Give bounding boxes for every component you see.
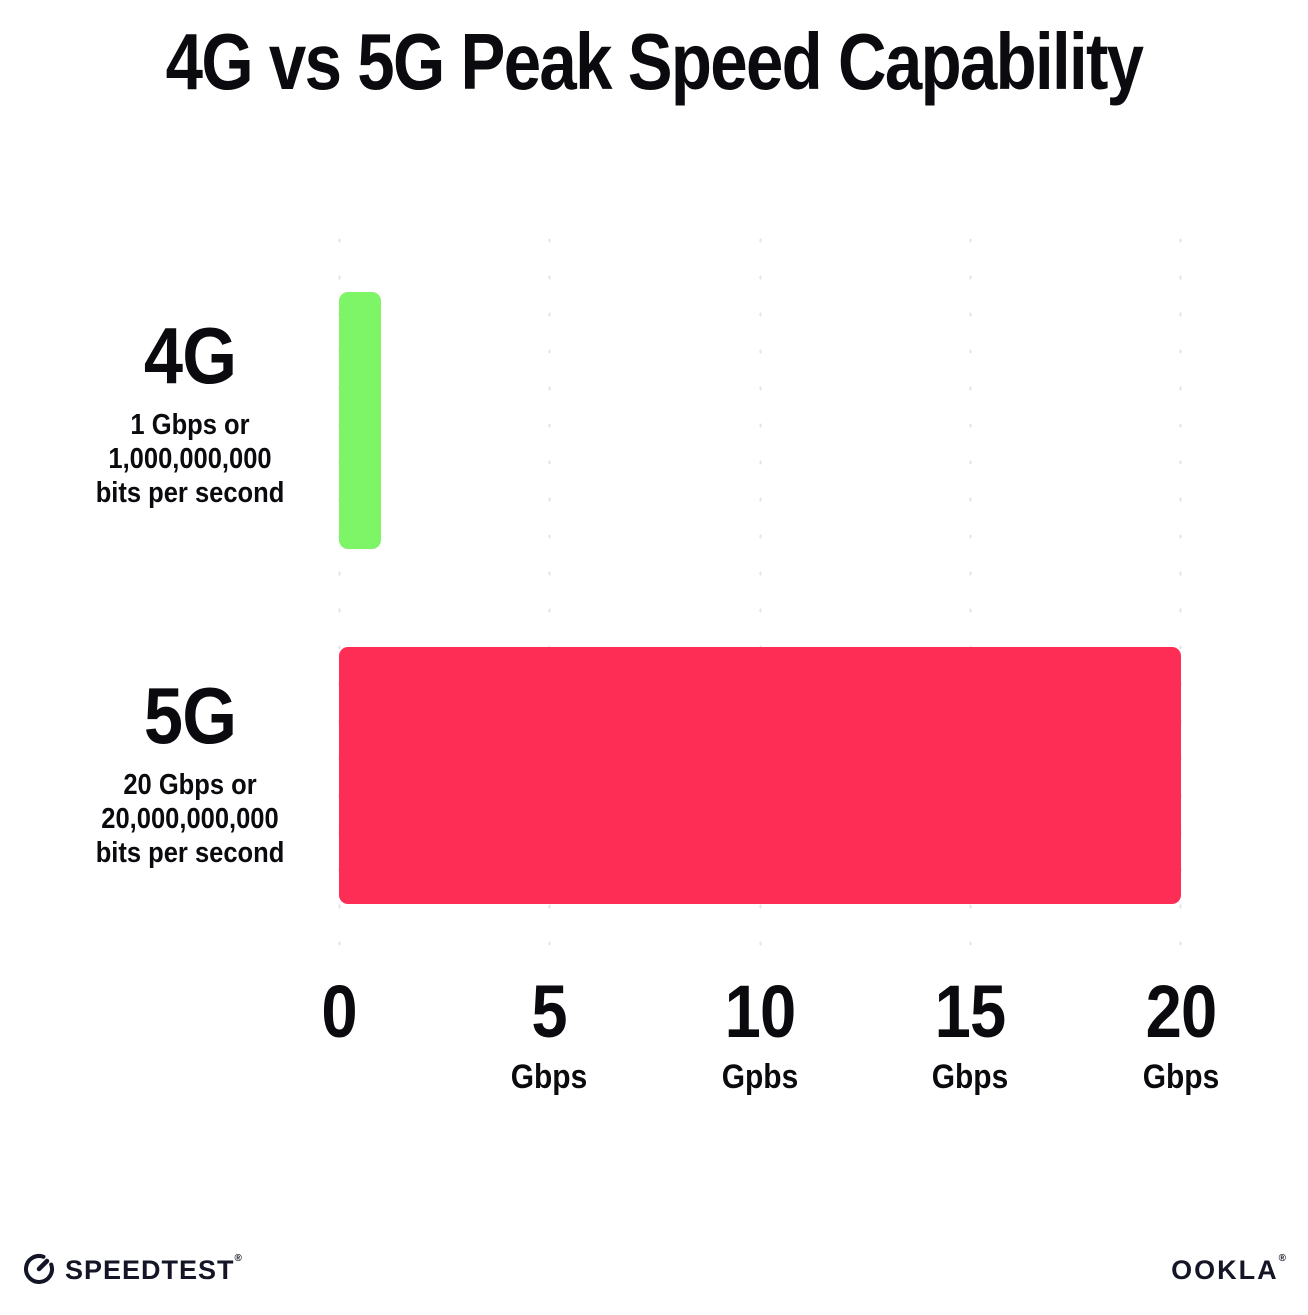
gridline-15 [968,222,973,958]
x-tick-15-value: 15 [934,970,1007,1053]
x-tick-0-value: 0 [321,970,357,1053]
x-tick-0: 0 [321,970,357,1094]
bar-4g [339,292,382,549]
gridline-0 [337,222,342,958]
row-label-4g-subline1: 1 Gbps or [130,409,250,441]
x-tick-10: 10 Gpbs [721,970,799,1096]
x-tick-5-unit: Gbps [510,1058,588,1096]
speedtest-logo: SPEEDTEST® [22,1252,243,1286]
row-label-4g-subline2: 1,000,000,000 [108,443,272,475]
x-tick-20: 20 Gbps [1142,970,1220,1096]
row-label-5g-subline3: bits per second [95,837,285,869]
x-tick-0-unit [321,1060,356,1094]
x-axis: 0 5 Gbps 10 Gpbs 15 Gbps 20 Gbps [321,970,1219,1108]
row-label-5g-title: 5G [143,671,237,760]
x-tick-20-value: 20 [1145,970,1218,1053]
row-label-5g-subline2: 20,000,000,000 [101,803,279,835]
ookla-logo: OOKLA® [1171,1253,1288,1286]
x-tick-15-unit: Gbps [931,1058,1009,1096]
row-label-4g-subline3: bits per second [95,477,285,509]
x-tick-5: 5 Gbps [510,970,588,1096]
ookla-wordmark: OOKLA [1171,1255,1279,1285]
x-tick-20-unit: Gbps [1142,1058,1220,1096]
x-tick-15: 15 Gbps [931,970,1009,1096]
x-tick-10-value: 10 [724,970,797,1053]
plot-area [337,222,1183,958]
speedtest-trademark: ® [234,1252,243,1264]
bar-5g [339,647,1181,904]
ookla-trademark: ® [1278,1253,1288,1264]
x-tick-10-unit: Gpbs [721,1058,799,1096]
chart-title: 4G vs 5G Peak Speed Capability [165,17,1144,106]
row-label-4g-title: 4G [143,311,237,400]
speedtest-wordmark: SPEEDTEST® [65,1252,243,1285]
x-tick-5-value: 5 [531,970,567,1053]
gridline-20 [1178,222,1183,958]
row-label-4g-subtitle: 1 Gbps or 1,000,000,000 bits per second [58,408,322,510]
row-label-5g-subline1: 20 Gbps or [123,769,257,801]
speedtest-gauge-icon [22,1252,56,1286]
gridline-10 [758,222,763,958]
row-label-4g: 4G 1 Gbps or 1,000,000,000 bits per seco… [58,316,322,510]
gridline-5 [547,222,552,958]
row-label-5g: 5G 20 Gbps or 20,000,000,000 bits per se… [58,676,322,870]
row-label-5g-subtitle: 20 Gbps or 20,000,000,000 bits per secon… [58,768,322,870]
